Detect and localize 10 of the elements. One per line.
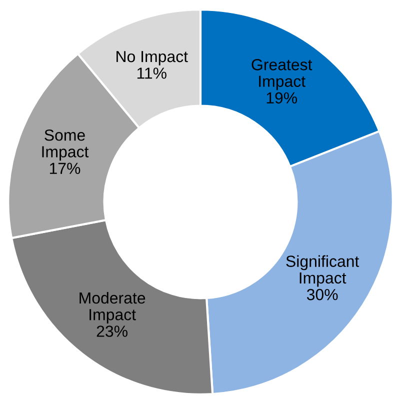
data-label: 17%	[50, 162, 80, 174]
slice-label: No Impact	[116, 51, 188, 66]
slice-label: Some Impact	[42, 129, 89, 161]
slice-label: Greatest Impact	[252, 59, 312, 90]
data-label: 19%	[266, 92, 298, 104]
data-label: 11%	[137, 68, 166, 79]
data-label: 30%	[306, 288, 338, 300]
slice-label: Moderate Impact	[80, 292, 146, 324]
data-label: 23%	[96, 326, 128, 337]
slice-label: Significant Impact	[286, 255, 360, 287]
